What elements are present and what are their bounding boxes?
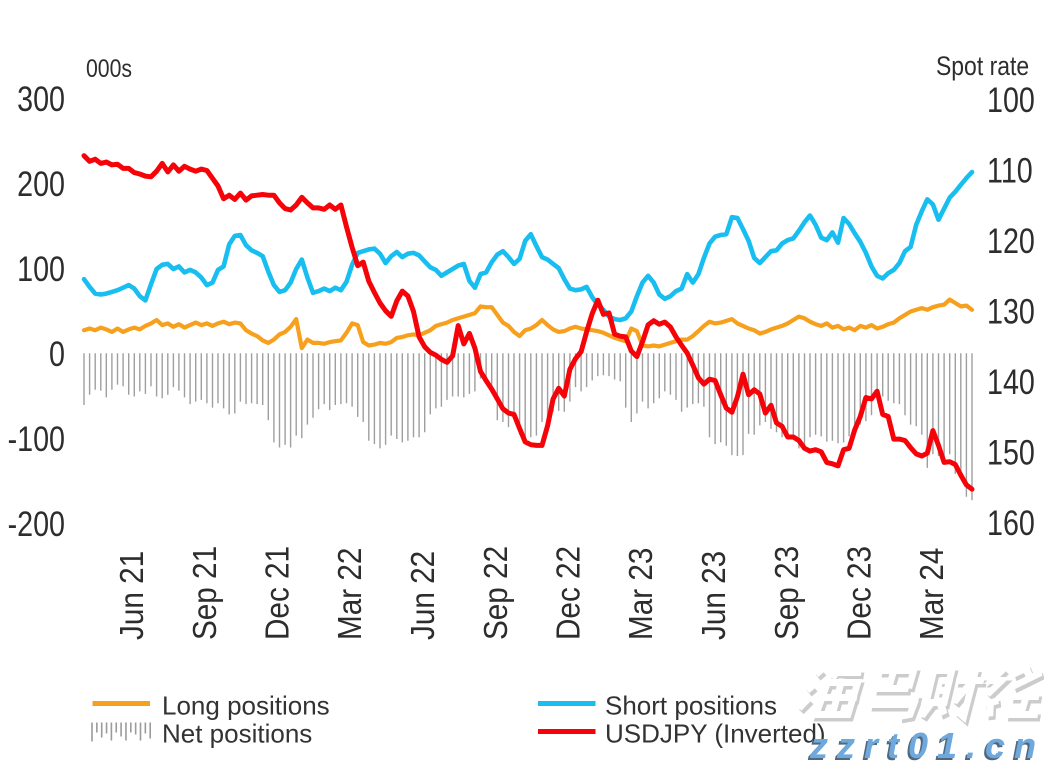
svg-text:Dec 21: Dec 21	[259, 546, 296, 640]
svg-text:USDJPY (Inverted): USDJPY (Inverted)	[605, 719, 826, 749]
svg-text:Jun 22: Jun 22	[405, 551, 442, 640]
svg-text:Sep 22: Sep 22	[477, 546, 514, 640]
svg-text:100: 100	[17, 249, 65, 288]
svg-text:Mar 23: Mar 23	[623, 548, 660, 640]
svg-text:130: 130	[987, 292, 1035, 331]
svg-text:150: 150	[987, 433, 1035, 472]
svg-text:Short positions: Short positions	[605, 691, 777, 721]
svg-text:300: 300	[17, 79, 65, 118]
svg-text:100: 100	[987, 80, 1035, 119]
svg-text:Net positions: Net positions	[162, 719, 312, 749]
svg-text:Mar 22: Mar 22	[332, 548, 369, 640]
svg-text:Sep 23: Sep 23	[768, 546, 805, 640]
svg-text:-200: -200	[8, 504, 65, 543]
svg-text:000s: 000s	[86, 54, 132, 82]
svg-text:160: 160	[987, 503, 1035, 542]
svg-text:zzrt01.cn: zzrt01.cn	[809, 725, 1044, 761]
svg-text:120: 120	[987, 221, 1035, 260]
svg-text:Dec 22: Dec 22	[550, 546, 587, 640]
svg-text:Jun 23: Jun 23	[696, 551, 733, 640]
svg-text:140: 140	[987, 362, 1035, 401]
svg-text:Dec 23: Dec 23	[841, 546, 878, 640]
svg-text:200: 200	[17, 164, 65, 203]
svg-text:0: 0	[49, 334, 65, 373]
svg-text:Jun 21: Jun 21	[114, 551, 151, 640]
svg-text:Mar 24: Mar 24	[914, 548, 951, 640]
svg-text:-100: -100	[8, 419, 65, 458]
svg-text:Spot rate: Spot rate	[936, 51, 1029, 81]
svg-text:110: 110	[987, 151, 1033, 190]
svg-text:Long positions: Long positions	[162, 691, 330, 721]
svg-text:Sep 21: Sep 21	[186, 546, 223, 640]
